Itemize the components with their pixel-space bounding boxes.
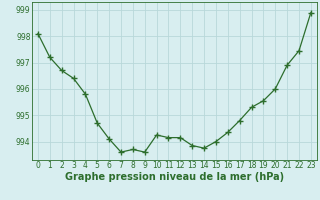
X-axis label: Graphe pression niveau de la mer (hPa): Graphe pression niveau de la mer (hPa) [65,172,284,182]
